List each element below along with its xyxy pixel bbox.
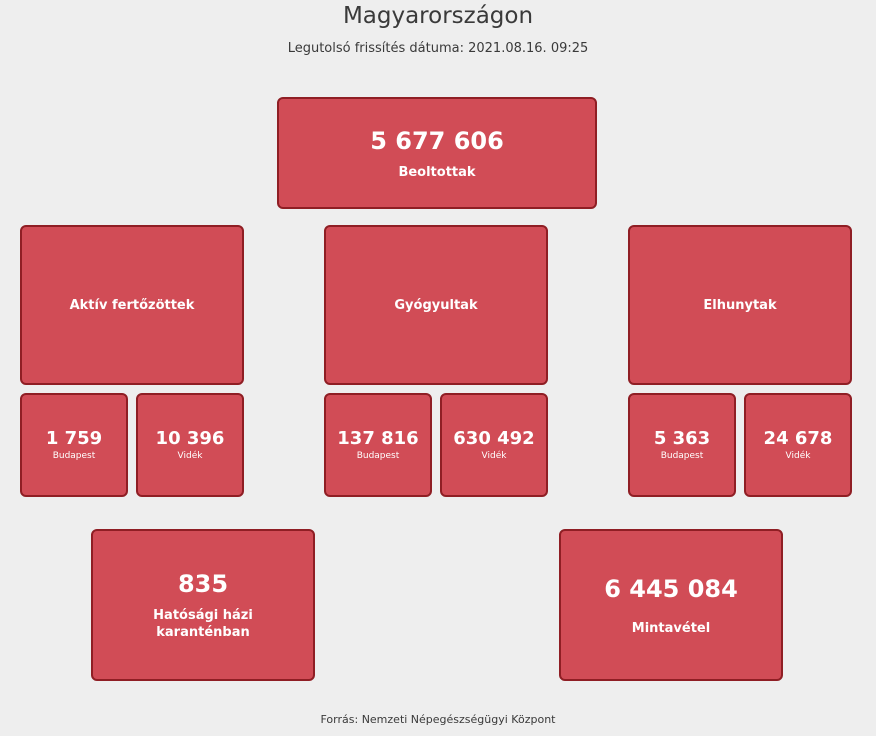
active-cases-videk-card: 10 396 Vidék bbox=[136, 393, 244, 497]
recovered-videk-count: 630 492 bbox=[453, 428, 535, 449]
recovered-budapest-count: 137 816 bbox=[337, 428, 419, 449]
active-cases-videk-label: Vidék bbox=[177, 451, 203, 461]
deceased-label: Elhunytak bbox=[703, 297, 777, 313]
vaccinated-label: Beoltottak bbox=[398, 164, 476, 180]
active-cases-budapest-label: Budapest bbox=[52, 451, 96, 461]
deceased-videk-label: Vidék bbox=[785, 451, 811, 461]
active-cases-budapest-count: 1 759 bbox=[45, 428, 103, 449]
recovered-budapest-card: 137 816 Budapest bbox=[324, 393, 432, 497]
active-cases-card: Aktív fertőzöttek bbox=[20, 225, 244, 385]
quarantine-count: 835 bbox=[177, 570, 229, 598]
recovered-card: Gyógyultak bbox=[324, 225, 548, 385]
page-title: Magyarországon bbox=[342, 3, 534, 29]
active-cases-label: Aktív fertőzöttek bbox=[69, 297, 195, 313]
vaccinated-count: 5 677 606 bbox=[370, 126, 504, 155]
deceased-videk-count: 24 678 bbox=[763, 428, 833, 449]
source-text: Forrás: Nemzeti Népegészségügyi Központ bbox=[320, 713, 556, 726]
deceased-budapest-label: Budapest bbox=[660, 451, 704, 461]
samples-count: 6 445 084 bbox=[604, 574, 738, 603]
quarantine-label: Hatósági házi karanténban bbox=[153, 608, 253, 640]
active-cases-videk-count: 10 396 bbox=[155, 428, 225, 449]
quarantine-card: 835 Hatósági házi karanténban bbox=[91, 529, 315, 681]
active-cases-budapest-card: 1 759 Budapest bbox=[20, 393, 128, 497]
recovered-budapest-label: Budapest bbox=[356, 451, 400, 461]
recovered-videk-label: Vidék bbox=[481, 451, 507, 461]
last-updated-text: Legutolsó frissítés dátuma: 2021.08.16. … bbox=[287, 41, 589, 56]
deceased-card: Elhunytak bbox=[628, 225, 852, 385]
deceased-videk-card: 24 678 Vidék bbox=[744, 393, 852, 497]
deceased-budapest-card: 5 363 Budapest bbox=[628, 393, 736, 497]
deceased-budapest-count: 5 363 bbox=[653, 428, 711, 449]
recovered-label: Gyógyultak bbox=[394, 297, 478, 313]
samples-label: Mintavétel bbox=[631, 620, 711, 636]
recovered-videk-card: 630 492 Vidék bbox=[440, 393, 548, 497]
vaccinated-card: 5 677 606 Beoltottak bbox=[277, 97, 597, 209]
samples-card: 6 445 084 Mintavétel bbox=[559, 529, 783, 681]
